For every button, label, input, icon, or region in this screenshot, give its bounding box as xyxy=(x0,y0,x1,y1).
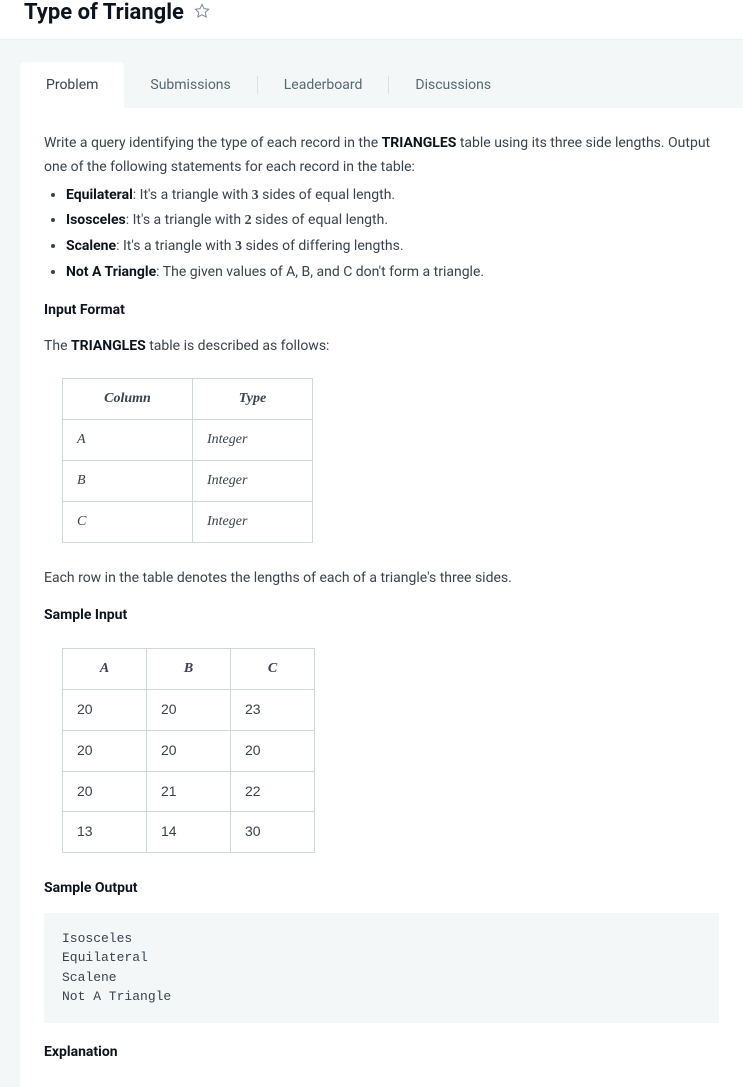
table-row: C Integer xyxy=(63,501,313,542)
input-format-pre: The xyxy=(44,338,71,354)
tab-discussions[interactable]: Discussions xyxy=(389,62,517,108)
def-term: Not A Triangle xyxy=(66,264,156,280)
def-pre: : It's a triangle with xyxy=(116,238,235,254)
sample-output-heading: Sample Output xyxy=(44,877,719,901)
header-bar: Type of Triangle xyxy=(0,0,743,40)
sample-cell: 20 xyxy=(63,689,147,730)
schema-cell: B xyxy=(63,460,193,501)
def-term: Isosceles xyxy=(66,212,126,228)
list-item: Not A Triangle: The given values of A, B… xyxy=(66,261,719,285)
def-term: Equilateral xyxy=(66,187,133,203)
intro-paragraph: Write a query identifying the type of ea… xyxy=(44,132,719,180)
def-post: sides of differing lengths. xyxy=(242,238,404,254)
title-row: Type of Triangle xyxy=(24,0,719,25)
definitions-list: Equilateral: It's a triangle with 3 side… xyxy=(44,184,719,285)
explanation-heading: Explanation xyxy=(44,1041,719,1065)
sample-cell: 30 xyxy=(231,812,315,853)
tab-submissions[interactable]: Submissions xyxy=(124,62,256,108)
schema-cell: C xyxy=(63,501,193,542)
schema-cell: Integer xyxy=(193,501,313,542)
intro-pre: Write a query identifying the type of ea… xyxy=(44,135,382,151)
schema-col-header: Type xyxy=(193,379,313,420)
list-item: Isosceles: It's a triangle with 2 sides … xyxy=(66,209,719,233)
schema-cell: A xyxy=(63,420,193,461)
tabs: Problem Submissions Leaderboard Discussi… xyxy=(20,62,743,108)
intro-table-name: TRIANGLES xyxy=(382,135,457,151)
input-format-paragraph: The TRIANGLES table is described as foll… xyxy=(44,335,719,359)
sample-col-header: C xyxy=(231,649,315,690)
tab-leaderboard[interactable]: Leaderboard xyxy=(258,62,389,108)
sample-cell: 20 xyxy=(147,730,231,771)
def-pre: : It's a triangle with xyxy=(133,187,252,203)
sample-cell: 23 xyxy=(231,689,315,730)
input-format-heading: Input Format xyxy=(44,299,719,323)
table-row: Column Type xyxy=(63,379,313,420)
list-item: Scalene: It's a triangle with 3 sides of… xyxy=(66,235,719,259)
sample-input-table: A B C 20 20 23 20 20 20 20 21 22 xyxy=(62,648,315,853)
def-post: sides of equal length. xyxy=(259,187,395,203)
sample-cell: 13 xyxy=(63,812,147,853)
def-post: sides of equal length. xyxy=(252,212,388,228)
schema-table-holder: Column Type A Integer B Integer C Intege… xyxy=(62,378,719,542)
def-num: 3 xyxy=(252,188,259,203)
schema-col-header: Column xyxy=(63,379,193,420)
table-row: B Integer xyxy=(63,460,313,501)
table-row: 20 20 23 xyxy=(63,689,315,730)
schema-table: Column Type A Integer B Integer C Intege… xyxy=(62,378,313,542)
tab-problem[interactable]: Problem xyxy=(20,62,124,108)
input-format-table: TRIANGLES xyxy=(71,338,146,354)
sample-output-block: Isosceles Equilateral Scalene Not A Tria… xyxy=(44,913,719,1023)
problem-panel: Write a query identifying the type of ea… xyxy=(20,108,743,1087)
schema-cell: Integer xyxy=(193,460,313,501)
page-title: Type of Triangle xyxy=(24,0,184,25)
def-pre: : The given values of A, B, and C don't … xyxy=(156,264,484,280)
sample-cell: 20 xyxy=(231,730,315,771)
sample-cell: 14 xyxy=(147,812,231,853)
table-row: 20 21 22 xyxy=(63,771,315,812)
sample-col-header: B xyxy=(147,649,231,690)
sample-input-heading: Sample Input xyxy=(44,604,719,628)
sample-cell: 20 xyxy=(147,689,231,730)
def-term: Scalene xyxy=(66,238,116,254)
sample-cell: 20 xyxy=(63,730,147,771)
def-num: 2 xyxy=(245,213,252,228)
table-row: A B C xyxy=(63,649,315,690)
def-pre: : It's a triangle with xyxy=(126,212,245,228)
sample-cell: 20 xyxy=(63,771,147,812)
sample-input-table-holder: A B C 20 20 23 20 20 20 20 21 22 xyxy=(62,648,719,853)
content-area: Problem Submissions Leaderboard Discussi… xyxy=(0,40,743,1087)
list-item: Equilateral: It's a triangle with 3 side… xyxy=(66,184,719,208)
input-format-post: table is described as follows: xyxy=(146,338,330,354)
sample-cell: 22 xyxy=(231,771,315,812)
star-icon[interactable] xyxy=(194,3,210,23)
table-row: 20 20 20 xyxy=(63,730,315,771)
sample-col-header: A xyxy=(63,649,147,690)
def-num: 3 xyxy=(235,239,242,254)
sample-cell: 21 xyxy=(147,771,231,812)
table-row: A Integer xyxy=(63,420,313,461)
schema-cell: Integer xyxy=(193,420,313,461)
table-row: 13 14 30 xyxy=(63,812,315,853)
schema-below-text: Each row in the table denotes the length… xyxy=(44,567,719,591)
